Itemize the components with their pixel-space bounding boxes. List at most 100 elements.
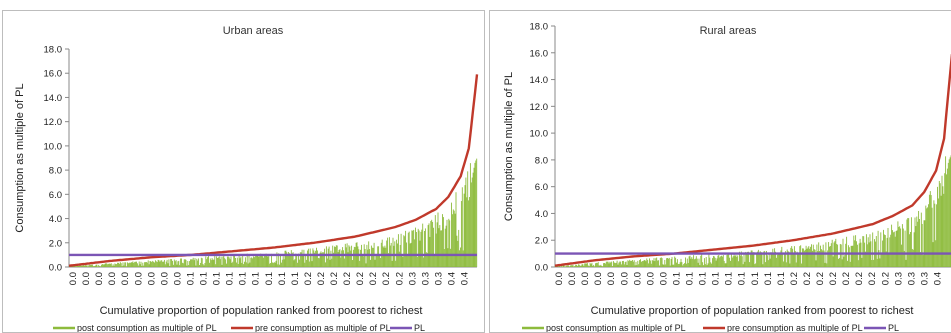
- x-tick-label: 0.4: [932, 272, 943, 285]
- x-tick-label: 0.2: [854, 272, 865, 285]
- urban-chart: Urban areas 0.0 2.0 4.0 6.0 8.0 10.0 12.0 14.0 16…: [14, 25, 479, 333]
- y-tick-label: 12.0: [44, 117, 63, 128]
- y-tick-label: 12.0: [530, 102, 549, 113]
- rural-chart-panel: Rural areas 0.0 2.0 4.0 6.0 8.0 10.0 12.0 14.0 16…: [489, 10, 951, 333]
- x-tick-label: 0.3: [906, 272, 917, 285]
- x-tick-label: 0.1: [737, 272, 748, 285]
- chart-title: Rural areas: [700, 25, 757, 37]
- x-tick-label: 0.1: [225, 272, 236, 285]
- y-tick-label: 14.0: [44, 93, 63, 104]
- x-tick-label: 0.1: [185, 272, 196, 285]
- y-tick-label: 10.0: [44, 141, 63, 152]
- x-tick-label: 0.2: [368, 272, 379, 285]
- x-tick-label: 0.1: [212, 272, 223, 285]
- pre-series-line: [554, 53, 951, 267]
- x-tick-label: 0.0: [120, 272, 131, 285]
- x-tick-label: 0.0: [593, 272, 604, 285]
- x-tick-label: 0.0: [146, 272, 157, 285]
- legend-pl-label: PL: [414, 323, 425, 333]
- x-tick-label: 0.0: [159, 272, 170, 285]
- y-tick-label: 4.0: [49, 214, 62, 225]
- x-tick-label: 0.0: [645, 272, 656, 285]
- x-tick-label: 0.1: [776, 272, 787, 285]
- x-tick-label: 0.2: [329, 272, 340, 285]
- x-tick-label: 0.1: [763, 272, 774, 285]
- x-tick-label: 0.1: [698, 272, 709, 285]
- x-tick-label: 0.2: [815, 272, 826, 285]
- y-tick-label: 16.0: [530, 48, 549, 59]
- chart-group: Urban areas 0.0 2.0 4.0 6.0 8.0 10.0 12.0 14.0 16…: [14, 25, 479, 333]
- x-tick-label: 0.0: [606, 272, 617, 285]
- x-tick-label: 0.2: [828, 272, 839, 285]
- x-tick-label: 0.1: [264, 272, 275, 285]
- x-tick-label: 0.1: [199, 272, 210, 285]
- y-tick-label: 2.0: [535, 236, 548, 247]
- post-series: [554, 155, 951, 267]
- y-tick-label: 10.0: [530, 129, 549, 140]
- legend: post consumption as multiple of PL pre co…: [522, 323, 899, 333]
- x-axis-label: Cumulative proportion of population rank…: [100, 305, 423, 317]
- x-tick-label: 0.3: [407, 272, 418, 285]
- x-tick-label: 0.2: [880, 272, 891, 285]
- x-tick-label: 0.0: [68, 272, 79, 285]
- y-tick-label: 14.0: [530, 75, 549, 86]
- x-tick-label: 0.2: [342, 272, 353, 285]
- legend-pre-label: pre consumption as multiple of PL: [255, 323, 391, 333]
- x-tick-label: 0.4: [446, 272, 457, 285]
- y-axis-label: Consumption as multiple of PL: [14, 83, 26, 232]
- y-tick-label: 6.0: [535, 182, 548, 193]
- rural-chart: Rural areas 0.0 2.0 4.0 6.0 8.0 10.0 12.0 14.0 16…: [503, 22, 951, 333]
- x-tick-label: 0.0: [133, 272, 144, 285]
- x-axis-label: Cumulative proportion of population rank…: [591, 305, 914, 317]
- x-tick-label: 0.3: [433, 272, 444, 285]
- legend-post-label: post consumption as multiple of PL: [546, 323, 686, 333]
- x-tick-label: 0.0: [567, 272, 578, 285]
- y-tick-label: 8.0: [49, 166, 62, 177]
- legend-pl-label: PL: [888, 323, 899, 333]
- x-tick-label: 0.0: [94, 272, 105, 285]
- x-tick-label: 0.0: [107, 272, 118, 285]
- y-tick-label: 18.0: [530, 22, 549, 33]
- x-tick-label: 0.4: [460, 272, 471, 285]
- x-tick-label: 0.2: [802, 272, 813, 285]
- y-tick-label: 0.0: [49, 263, 62, 274]
- x-tick-label: 0.1: [277, 272, 288, 285]
- x-tick-label: 0.2: [841, 272, 852, 285]
- x-tick-label: 0.0: [81, 272, 92, 285]
- y-axis-label: Consumption as multiple of PL: [503, 72, 515, 221]
- x-tick-label: 0.0: [619, 272, 630, 285]
- x-tick-label: 0.0: [658, 272, 669, 285]
- x-tick-label: 0.1: [750, 272, 761, 285]
- urban-chart-panel: Urban areas 0.0 2.0 4.0 6.0 8.0 10.0 12.0 14.0 16…: [2, 10, 485, 333]
- x-tick-label: 0.2: [381, 272, 392, 285]
- legend: post consumption as multiple of PL pre co…: [53, 323, 425, 333]
- x-tick-label: 0.1: [238, 272, 249, 285]
- x-tick-label: 0.2: [355, 272, 366, 285]
- x-tick-label: 0.0: [580, 272, 591, 285]
- x-tick-label: 0.1: [724, 272, 735, 285]
- x-tick-label: 0.2: [316, 272, 327, 285]
- x-tick-label: 0.1: [671, 272, 682, 285]
- x-tick-label: 0.1: [251, 272, 262, 285]
- chart-group: Rural areas 0.0 2.0 4.0 6.0 8.0 10.0 12.0 14.0 16…: [503, 22, 951, 333]
- y-tick-label: 16.0: [44, 69, 63, 80]
- x-tick-label: 0.0: [554, 272, 565, 285]
- x-tick-label: 0.1: [290, 272, 301, 285]
- x-tick-label: 0.3: [893, 272, 904, 285]
- y-tick-label: 4.0: [535, 209, 548, 220]
- x-tick-label: 0.2: [394, 272, 405, 285]
- y-tick-label: 8.0: [535, 155, 548, 166]
- x-tick-label: 0.3: [420, 272, 431, 285]
- y-tick-label: 2.0: [49, 238, 62, 249]
- x-tick-label: 0.3: [919, 272, 930, 285]
- x-tick-label: 0.0: [632, 272, 643, 285]
- legend-pre-label: pre consumption as multiple of PL: [727, 323, 863, 333]
- y-tick-label: 6.0: [49, 190, 62, 201]
- y-tick-label: 0.0: [535, 263, 548, 274]
- x-tick-label: 0.2: [867, 272, 878, 285]
- x-tick-label: 0.1: [685, 272, 696, 285]
- pre-series-line: [68, 74, 479, 267]
- chart-title: Urban areas: [223, 25, 284, 37]
- x-tick-label: 0.1: [711, 272, 722, 285]
- post-series: [68, 158, 478, 267]
